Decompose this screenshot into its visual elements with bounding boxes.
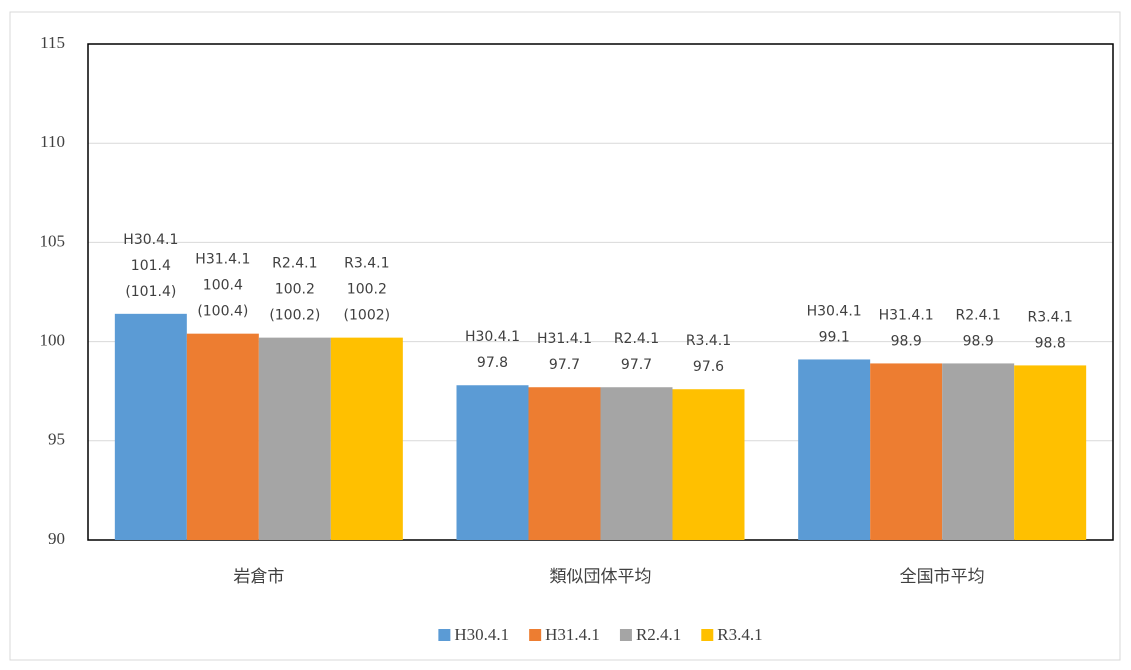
data-label-series: H31.4.1 [879,307,934,323]
bar [114,313,187,540]
data-label: 97.6 [693,359,724,375]
data-label: 100.2 [347,282,387,298]
bar [942,363,1015,540]
bar [672,389,745,540]
data-label-series: H30.4.1 [465,329,520,345]
legend-label: R2.4.1 [636,625,681,644]
y-tick-label: 100 [40,331,66,350]
y-tick-label: 105 [40,231,66,250]
data-label: 98.9 [891,333,922,349]
data-label: 97.7 [621,357,652,373]
legend-swatch [701,629,714,641]
legend-label: H30.4.1 [454,625,509,644]
bar [186,333,259,540]
data-label: 97.8 [477,355,508,371]
data-label: 99.1 [819,329,850,345]
y-tick-label: 95 [48,430,65,449]
data-label-series: H30.4.1 [123,232,178,248]
data-label-series: R3.4.1 [1027,309,1072,325]
data-label: 98.9 [963,333,994,349]
bar [330,337,403,540]
annotation: (1002) [344,308,391,324]
bar [456,385,529,540]
x-tick-label: 岩倉市 [233,567,284,586]
y-tick-label: 110 [40,132,65,151]
y-tick-label: 115 [40,33,65,52]
bar [600,387,673,540]
data-label: 97.7 [549,357,580,373]
data-label-series: H30.4.1 [807,303,862,319]
legend-label: R3.4.1 [717,625,762,644]
bar [258,337,331,540]
legend-swatch [529,629,542,641]
data-label-series: R2.4.1 [955,307,1000,323]
data-label-series: R2.4.1 [272,256,317,272]
data-label: 100.4 [203,278,243,294]
annotation: (100.4) [197,304,248,320]
bar [1014,365,1087,540]
data-label-series: R2.4.1 [614,331,659,347]
legend-swatch [438,629,451,641]
data-label: 98.8 [1035,335,1066,351]
bar [798,359,871,540]
annotation: (100.2) [269,308,320,324]
data-label-series: H31.4.1 [537,331,592,347]
legend-label: H31.4.1 [545,625,600,644]
data-label: 101.4 [131,258,171,274]
y-tick-label: 90 [48,529,65,548]
x-tick-label: 類似団体平均 [550,567,652,586]
data-label: 100.2 [275,282,315,298]
data-label-series: H31.4.1 [195,252,250,268]
bar [870,363,943,540]
legend-swatch [619,629,632,641]
annotation: (101.4) [125,284,176,300]
x-tick-label: 全国市平均 [900,567,985,586]
bar [528,387,601,540]
data-label-series: R3.4.1 [344,256,389,272]
data-label-series: R3.4.1 [686,333,731,349]
